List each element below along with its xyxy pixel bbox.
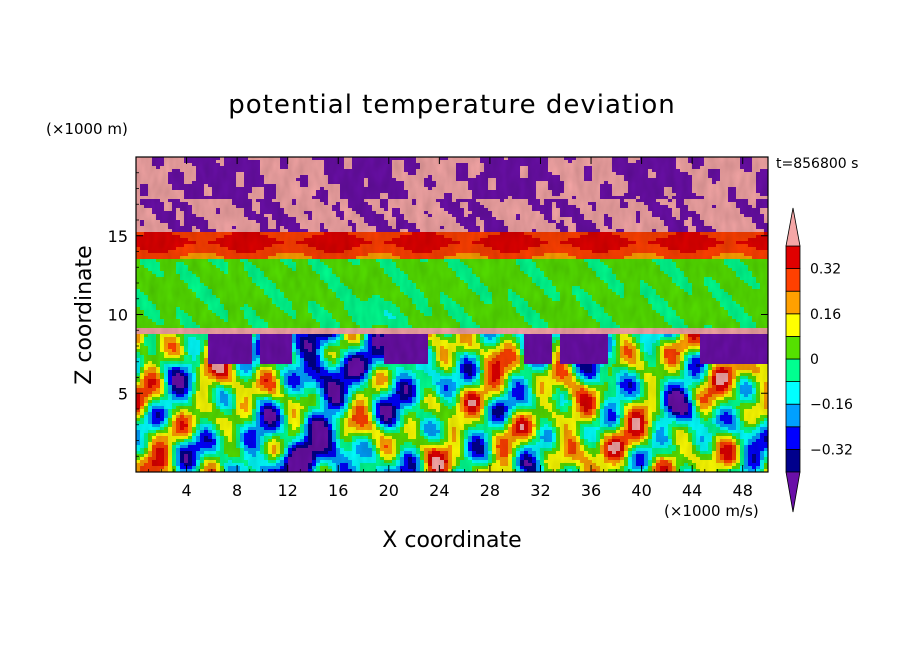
y-axis-unit: (×1000 m) (46, 120, 128, 138)
plot-area (136, 157, 768, 472)
time-label: t=856800 s (776, 156, 858, 172)
chart-title: potential temperature deviation (228, 90, 675, 120)
